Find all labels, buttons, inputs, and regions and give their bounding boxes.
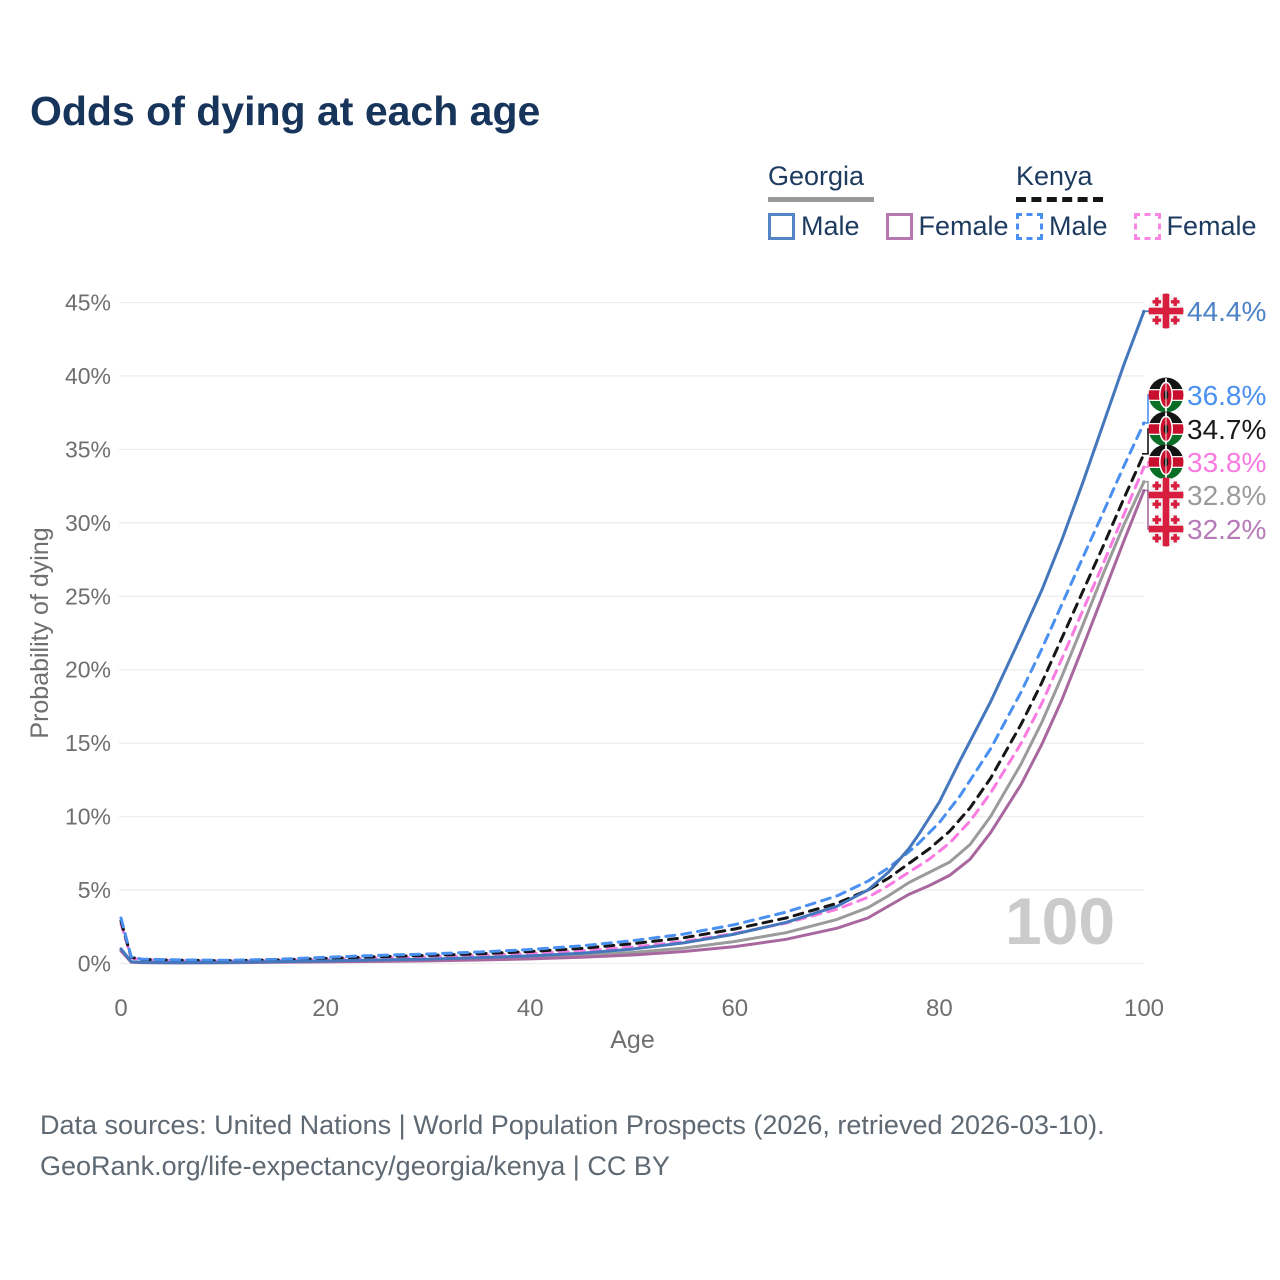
georgia-flag-icon: [1148, 293, 1184, 329]
x-tick-label: 0: [114, 995, 127, 1022]
kenya-male-swatch-icon: [1016, 213, 1043, 240]
legend-country-georgia[interactable]: Georgia: [768, 161, 875, 202]
x-tick-label: 60: [721, 995, 748, 1022]
end-value-label-kenya-all: 34.7%: [1187, 414, 1266, 445]
kenya-flag-icon: [1148, 411, 1184, 447]
legend-group-kenya: Kenya Male Female: [1016, 161, 1257, 242]
legend-group-georgia: Georgia Male Female: [768, 161, 1009, 242]
y-tick-label: 40%: [65, 363, 111, 389]
page-title: Odds of dying at each age: [30, 88, 541, 134]
end-value-label-kenya-female: 33.8%: [1187, 447, 1266, 478]
kenya-flag-icon: [1148, 377, 1184, 413]
y-axis-title: Probability of dying: [26, 527, 54, 738]
line-chart: 0% 5% 10% 15% 20% 25% 30% 35% 40% 45% 0 20 40 60 80 100…: [26, 290, 1266, 1055]
legend-label-georgia-female: Female: [918, 211, 1009, 241]
georgia-flag-icon: [1148, 511, 1184, 547]
legend-item-kenya-female[interactable]: Female: [1133, 211, 1257, 242]
series-line-georgia-female[interactable]: [119, 489, 1146, 965]
georgia-female-swatch-icon: [885, 213, 913, 240]
x-tick-label: 80: [926, 995, 953, 1022]
y-tick-label: 25%: [65, 583, 111, 609]
y-tick-label: 20%: [65, 657, 111, 683]
legend-label-kenya-female: Female: [1166, 211, 1257, 241]
hover-age-watermark: 100: [1005, 884, 1115, 958]
series-line-kenya-female[interactable]: [119, 465, 1146, 963]
end-value-label-georgia-female: 32.2%: [1187, 514, 1266, 545]
legend-item-georgia-male[interactable]: Male: [768, 211, 860, 242]
end-value-label-georgia-male: 44.4%: [1187, 296, 1266, 327]
end-value-label-kenya-male: 36.8%: [1187, 380, 1266, 411]
legend-item-kenya-male[interactable]: Male: [1016, 211, 1108, 242]
footer-link: GeoRank.org/life-expectancy/georgia/keny…: [40, 1151, 670, 1181]
y-tick-label: 0%: [78, 951, 111, 977]
legend-label-georgia-male: Male: [801, 211, 860, 241]
series-line-kenya-all[interactable]: [119, 452, 1146, 963]
georgia-male-swatch-icon: [768, 213, 795, 240]
kenya-flag-icon: [1148, 444, 1184, 480]
footer-sources: Data sources: United Nations | World Pop…: [40, 1110, 1105, 1140]
legend-label-kenya-male: Male: [1049, 211, 1108, 241]
x-axis-title: Age: [610, 1026, 654, 1054]
x-tick-label: 20: [312, 995, 339, 1022]
y-tick-label: 10%: [65, 804, 111, 830]
georgia-flag-icon: [1148, 477, 1184, 513]
legend-country-kenya[interactable]: Kenya: [1016, 161, 1103, 202]
end-value-label-georgia-all: 32.8%: [1187, 480, 1266, 511]
series-line-georgia-male[interactable]: [119, 309, 1146, 965]
y-tick-label: 15%: [65, 730, 111, 756]
kenya-female-swatch-icon: [1133, 213, 1161, 240]
x-tick-label: 40: [517, 995, 544, 1022]
x-tick-label: 100: [1124, 995, 1164, 1022]
y-tick-label: 30%: [65, 510, 111, 536]
series-line-kenya-male[interactable]: [119, 421, 1146, 962]
y-tick-label: 5%: [78, 877, 111, 903]
legend-item-georgia-female[interactable]: Female: [885, 211, 1009, 242]
footer: Data sources: United Nations | World Pop…: [40, 1105, 1105, 1187]
y-tick-label: 35%: [65, 436, 111, 462]
y-tick-label: 45%: [65, 290, 111, 316]
